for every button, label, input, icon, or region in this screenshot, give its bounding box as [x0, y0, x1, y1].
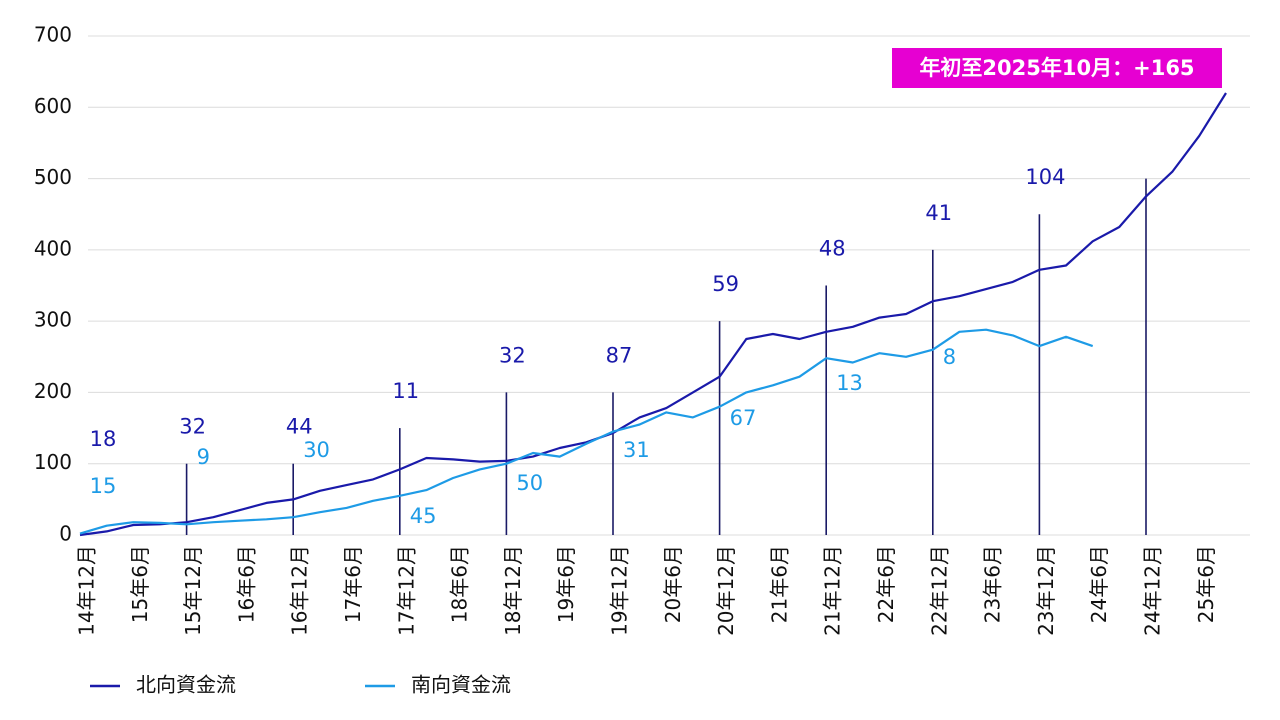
series-line — [79, 92, 1227, 537]
x-tick-label: 25年6月 — [1194, 545, 1218, 623]
x-tick-label: 16年12月 — [288, 545, 312, 636]
x-tick-label: 15年12月 — [181, 545, 205, 636]
north-label: 32 — [499, 343, 526, 367]
south-label: 13 — [836, 371, 863, 395]
x-tick-label: 20年6月 — [661, 545, 685, 623]
south-label: 45 — [410, 504, 437, 528]
x-tick-label: 24年6月 — [1087, 545, 1111, 623]
x-tick-label: 17年6月 — [341, 545, 365, 623]
y-tick-label: 700 — [34, 23, 72, 47]
north-label: 104 — [1025, 165, 1065, 189]
y-tick-label: 200 — [34, 379, 72, 403]
series-line — [79, 328, 1094, 535]
x-tick-label: 22年6月 — [874, 545, 898, 623]
x-tick-label: 22年12月 — [927, 545, 951, 636]
x-tick-label: 20年12月 — [714, 545, 738, 636]
south-label: 30 — [303, 438, 330, 462]
south-label: 31 — [623, 438, 650, 462]
x-tick-label: 15年6月 — [128, 545, 152, 623]
x-tick-label: 24年12月 — [1141, 545, 1165, 636]
y-tick-label: 100 — [34, 450, 72, 474]
x-tick-label: 18年12月 — [501, 545, 525, 636]
y-tick-label: 0 — [59, 522, 72, 546]
legend-label: 南向資金流 — [411, 673, 511, 697]
highlight-box — [892, 48, 1222, 88]
x-tick-label: 21年12月 — [821, 545, 845, 636]
south-label: 9 — [197, 445, 210, 469]
south-label: 50 — [516, 471, 543, 495]
x-tick-label: 23年6月 — [981, 545, 1005, 623]
highlight-text: 年初至2025年10月：+165 — [919, 56, 1194, 80]
x-tick-label: 19年12月 — [608, 545, 632, 636]
x-tick-label: 23年12月 — [1034, 545, 1058, 636]
x-tick-label: 16年6月 — [234, 545, 258, 623]
y-tick-label: 500 — [34, 165, 72, 189]
north-label: 11 — [392, 379, 419, 403]
north-label: 48 — [819, 237, 846, 261]
y-tick-label: 400 — [34, 236, 72, 260]
north-label: 87 — [606, 343, 633, 367]
legend-label: 北向資金流 — [136, 673, 236, 697]
x-tick-label: 14年12月 — [75, 545, 99, 636]
north-label: 44 — [286, 415, 313, 439]
x-tick-label: 21年6月 — [767, 545, 791, 623]
north-label: 59 — [712, 272, 739, 296]
south-label: 67 — [730, 406, 757, 430]
south-label: 8 — [943, 345, 956, 369]
north-label: 41 — [925, 201, 952, 225]
y-tick-label: 300 — [34, 308, 72, 332]
north-label: 18 — [90, 427, 117, 451]
x-tick-label: 18年6月 — [448, 545, 472, 623]
x-tick-label: 19年6月 — [554, 545, 578, 623]
south-label: 15 — [90, 474, 117, 498]
north-label: 32 — [179, 415, 206, 439]
x-tick-label: 17年12月 — [394, 545, 418, 636]
y-tick-label: 600 — [34, 94, 72, 118]
